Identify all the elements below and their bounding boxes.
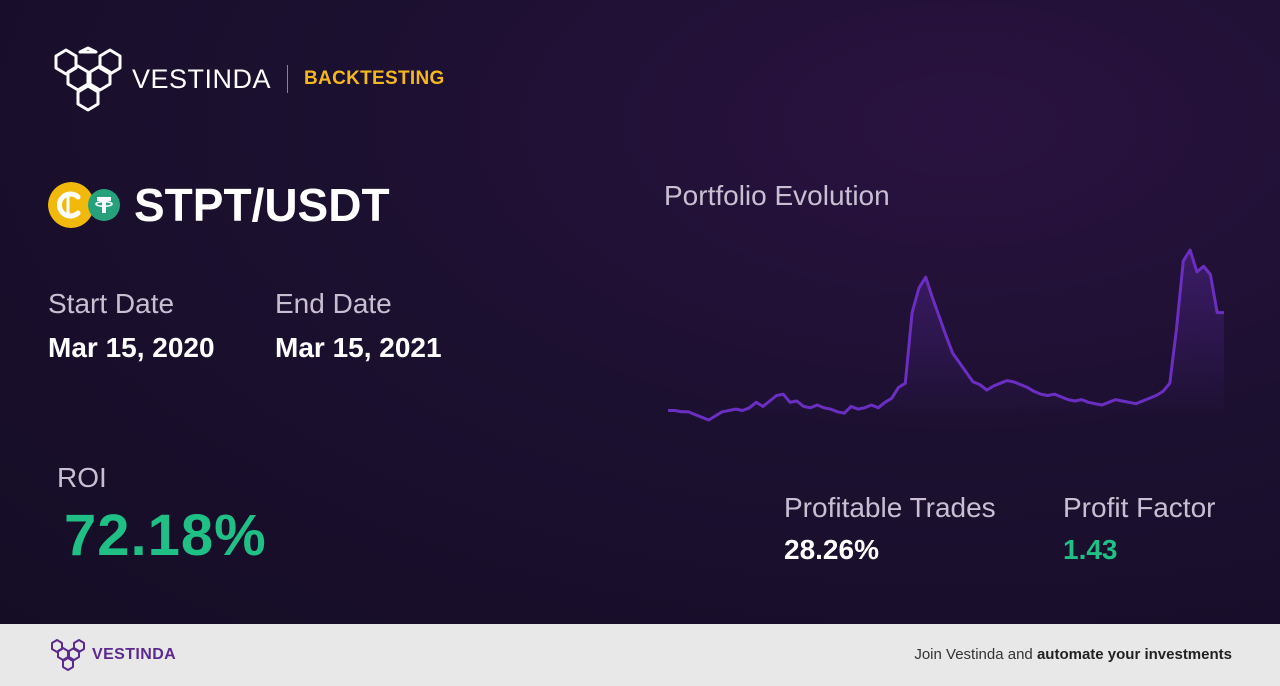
end-date-value: Mar 15, 2021 [275, 332, 442, 363]
start-date-block: Start Date Mar 15, 2020 [48, 288, 215, 364]
profitable-trades-value: 28.26% [784, 534, 879, 565]
profit-factor-value: 1.43 [1063, 534, 1118, 565]
chart-area-fill [668, 250, 1224, 420]
profitable-trades-label: Profitable Trades [784, 492, 996, 523]
trading-pair: STPT/USDT [48, 178, 390, 232]
tether-coin-icon [88, 189, 120, 221]
cta-bold: automate your investments [1036, 646, 1232, 663]
start-date-value: Mar 15, 2020 [48, 332, 215, 363]
cta-prefix: Join Vestinda and [914, 646, 1037, 663]
hero-panel: VESTINDA BACKTESTING STPT/USDT Start Dat… [0, 0, 1280, 624]
start-date-label: Start Date [48, 288, 175, 319]
roi-value: 72.18% [64, 503, 267, 568]
header-logo[interactable]: VESTINDA BACKTESTING [48, 46, 445, 112]
stpt-coin-icon [48, 182, 94, 228]
footer-brand: VESTINDA [92, 645, 177, 663]
portfolio-chart [668, 248, 1224, 422]
footer-bar: VESTINDA Join Vestinda and automate your… [0, 624, 1280, 686]
vestinda-logo-icon [51, 639, 85, 671]
pair-title: STPT/USDT [134, 179, 390, 231]
header-divider [287, 65, 289, 93]
backtesting-tag: BACKTESTING [304, 68, 445, 89]
footer-cta[interactable]: Join Vestinda and automate your investme… [914, 646, 1232, 663]
vestinda-logo-icon [54, 46, 122, 112]
brand-name: VESTINDA [132, 63, 272, 94]
footer-logo[interactable]: VESTINDA [48, 638, 176, 671]
chart-series-line [668, 248, 1224, 422]
chart-title: Portfolio Evolution [664, 180, 890, 211]
roi-label: ROI [57, 462, 107, 493]
profitable-trades-block: Profitable Trades 28.26% [784, 492, 996, 566]
profit-factor-block: Profit Factor 1.43 [1063, 492, 1215, 566]
end-date-block: End Date Mar 15, 2021 [275, 288, 442, 364]
profit-factor-label: Profit Factor [1063, 492, 1216, 523]
end-date-label: End Date [275, 288, 392, 319]
